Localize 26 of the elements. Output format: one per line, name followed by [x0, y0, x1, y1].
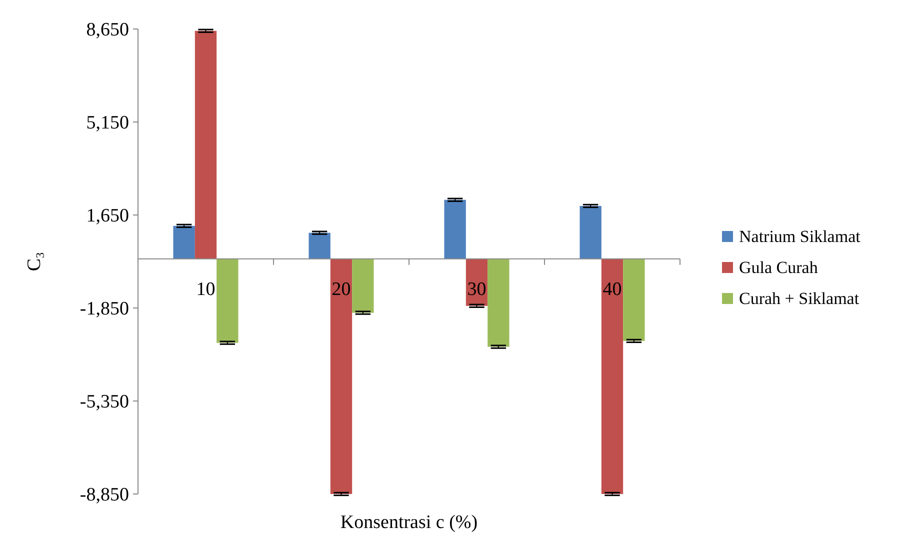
bar [623, 258, 645, 341]
bar [580, 206, 602, 259]
bar [194, 30, 217, 259]
y-tick-label: 8,650 [86, 20, 129, 41]
x-tick-label: 30 [467, 278, 486, 300]
bar [308, 232, 330, 259]
legend-label: Curah + Siklamat [739, 289, 860, 308]
y-tick-label: -5,350 [80, 392, 129, 413]
x-tick-label: 20 [332, 278, 351, 300]
bar [330, 258, 352, 494]
y-tick-label: -8,850 [80, 484, 129, 506]
legend-label: Gula Curah [739, 258, 818, 277]
y-tick-label: -1,850 [80, 298, 129, 320]
x-axis-title: Konsentrasi c (%) [340, 512, 478, 533]
x-tick-label: 40 [602, 278, 622, 300]
bar [216, 258, 238, 343]
y-tick-label: 5,150 [86, 112, 129, 134]
y-tick-label: 1,650 [86, 206, 129, 227]
y-axis-title: C₃ [24, 252, 45, 272]
bar [173, 226, 195, 259]
bar [352, 258, 374, 313]
bar [488, 258, 510, 347]
bar [601, 258, 624, 494]
x-tick-label: 10 [196, 278, 216, 300]
legend-label: Natrium Siklamat [739, 227, 861, 246]
bar [444, 200, 466, 259]
